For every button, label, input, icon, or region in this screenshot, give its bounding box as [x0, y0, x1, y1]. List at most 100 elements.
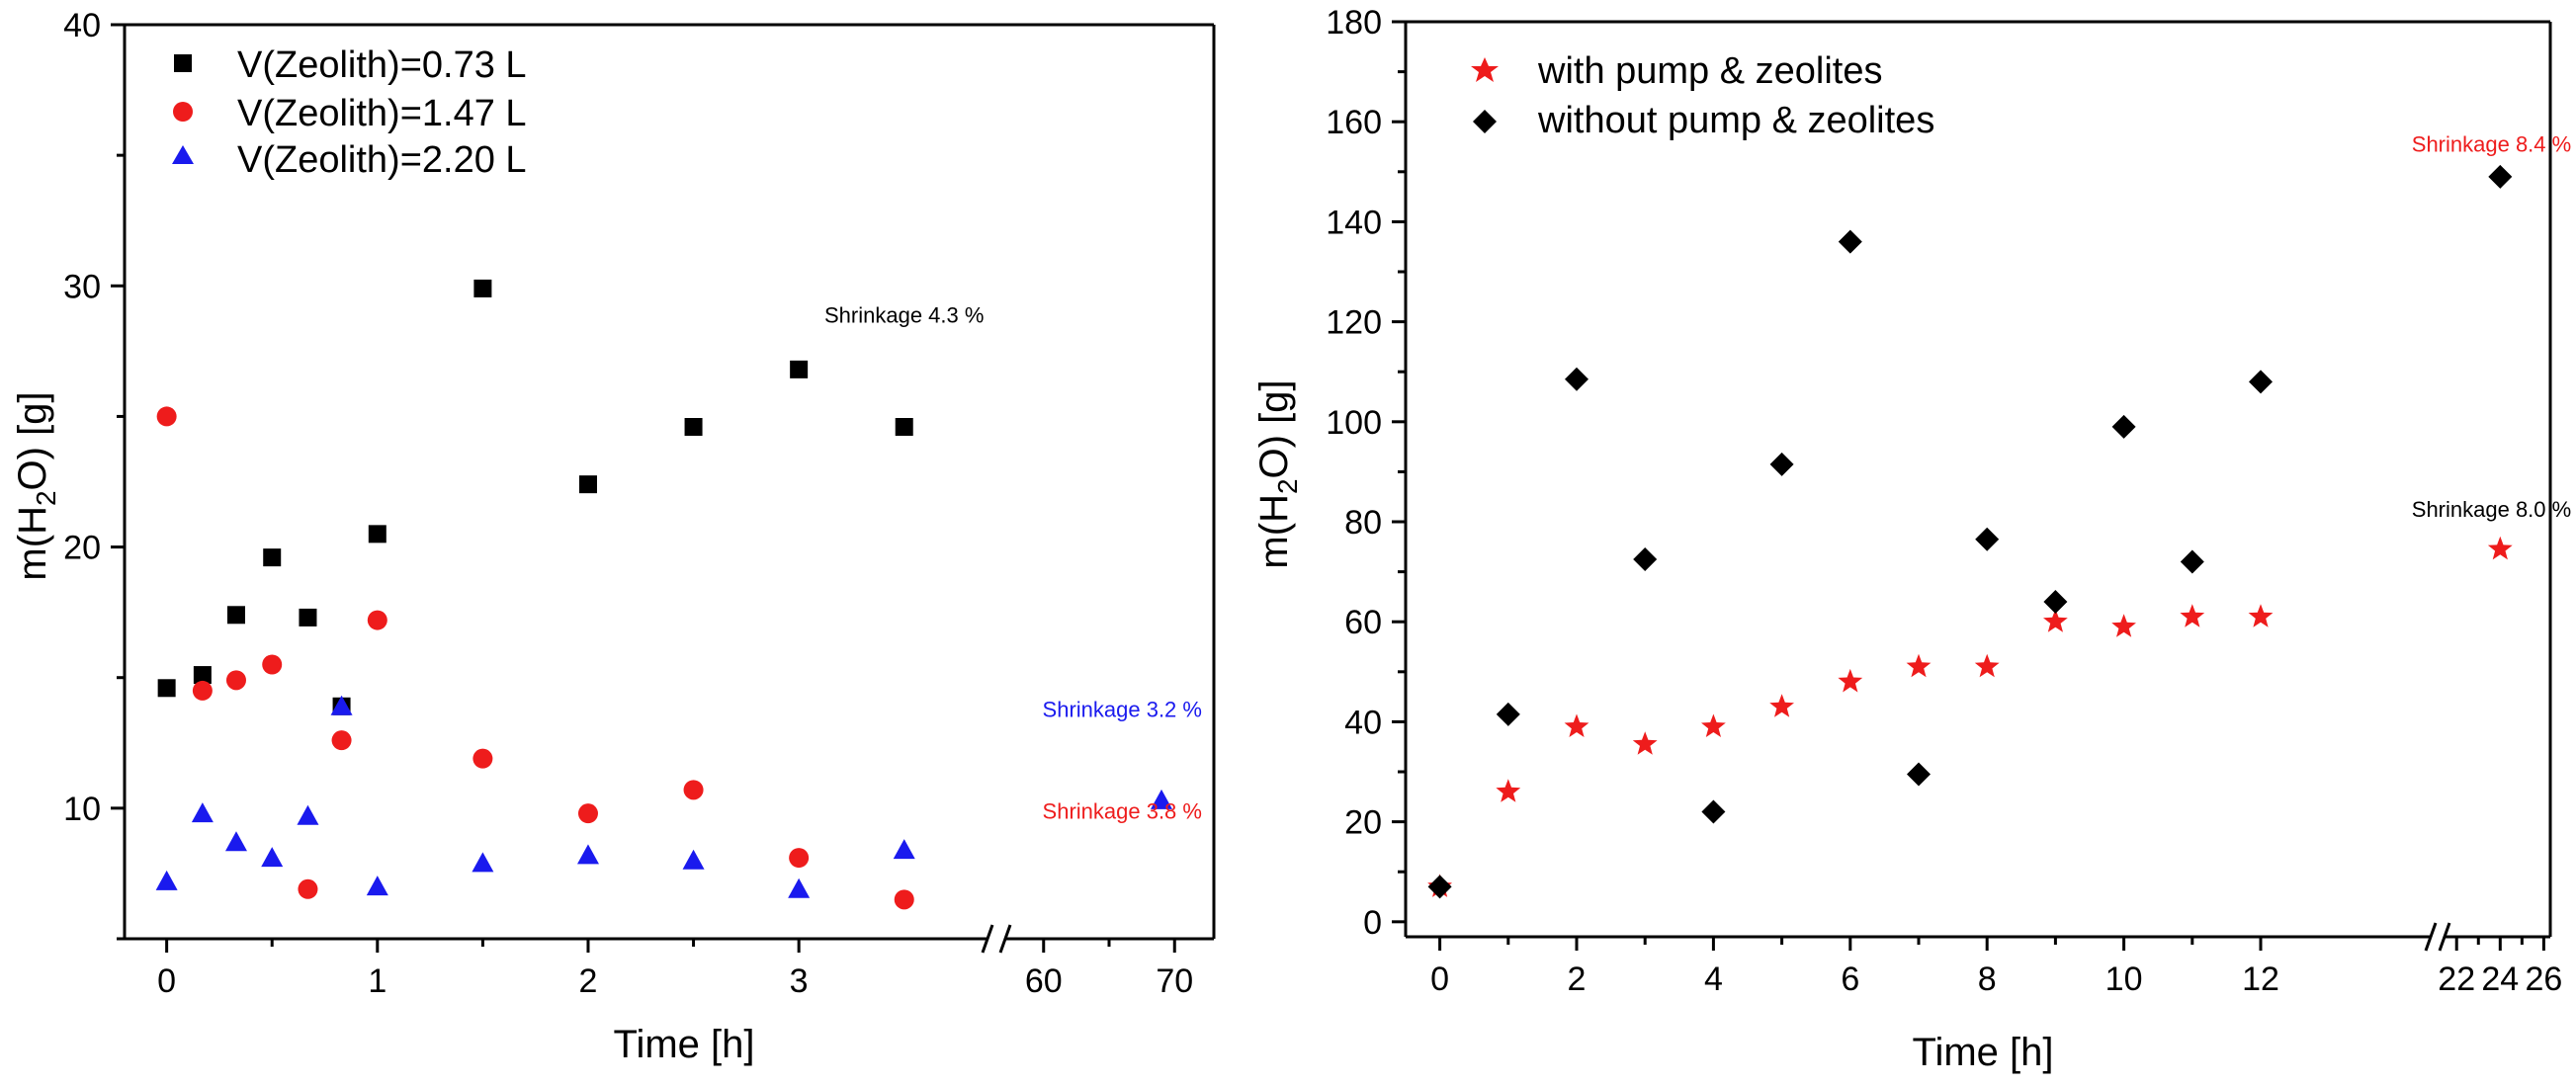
data-point-square — [578, 475, 597, 494]
right-x-tick-label: 22 — [2438, 961, 2475, 998]
left-series-2 — [156, 406, 914, 910]
data-point-circle — [789, 848, 810, 869]
data-point-triangle — [682, 849, 705, 870]
data-point-circle — [894, 889, 914, 910]
legend-marker-square — [174, 54, 192, 72]
data-point-triangle — [366, 876, 388, 896]
data-point-square — [790, 360, 809, 378]
left-y-tick-label: 40 — [63, 7, 101, 44]
right-x-tick-label: 24 — [2481, 961, 2519, 998]
legend-marker-star — [1471, 57, 1499, 82]
left-legend: V(Zeolith)=0.73 L V(Zeolith)=1.47 L V(Ze… — [172, 44, 527, 181]
data-point-square — [473, 279, 492, 297]
data-point-square — [226, 606, 245, 625]
data-point-star — [1564, 713, 1589, 737]
data-point-circle — [683, 780, 704, 800]
data-point-square — [263, 548, 282, 567]
data-point-circle — [192, 680, 213, 701]
right-y-tick-label: 80 — [1344, 504, 1382, 542]
right-x-tick-label: 2 — [1568, 961, 1587, 998]
right-x-tick-label: 6 — [1841, 961, 1859, 998]
data-point-star — [1838, 668, 1863, 693]
data-point-circle — [156, 406, 177, 427]
right-x-tick-label: 12 — [2242, 961, 2279, 998]
data-point-circle — [331, 730, 352, 751]
right-y-axis-title: m(H2O) [g] — [1252, 379, 1303, 568]
data-point-star — [2043, 609, 2068, 632]
left-y-tick-label: 10 — [63, 791, 101, 828]
data-point-square — [193, 666, 212, 685]
left-series-1 — [157, 279, 913, 715]
data-point-star — [2248, 604, 2274, 627]
right-x-tick-label: 26 — [2525, 961, 2562, 998]
data-point-diamond — [1769, 452, 1794, 476]
data-point-diamond — [1701, 799, 1726, 824]
data-point-diamond — [1838, 229, 1862, 254]
right-x-axis-title: Time [h] — [1913, 1031, 2054, 1074]
data-point-diamond — [1633, 546, 1658, 571]
data-point-triangle — [330, 695, 353, 715]
data-point-diamond — [2111, 414, 2136, 439]
left-x-tick-label: 0 — [157, 962, 176, 1000]
right-y-tick-label: 180 — [1326, 4, 1382, 42]
data-point-diamond — [2180, 549, 2204, 574]
data-point-triangle — [1151, 789, 1172, 809]
right-x-tick-label: 0 — [1430, 961, 1449, 998]
right-x-tick-label: 10 — [2105, 961, 2143, 998]
data-point-circle — [262, 654, 283, 675]
legend-label-series-1: V(Zeolith)=0.73 L — [237, 44, 527, 86]
right-x-tick-label: 8 — [1978, 961, 1997, 998]
left-x-tick-label: 2 — [579, 962, 598, 1000]
legend-label-series-3: V(Zeolith)=2.20 L — [237, 139, 527, 181]
right-y-tick-label: 0 — [1363, 904, 1382, 942]
data-point-square — [684, 418, 703, 436]
right-shrinkage-annotation: Shrinkage 8.0 % — [2412, 497, 2571, 522]
data-point-diamond — [1565, 367, 1589, 391]
right-y-tick-label: 120 — [1326, 304, 1382, 342]
data-point-triangle — [261, 847, 284, 868]
data-point-triangle — [472, 852, 494, 873]
data-point-circle — [225, 670, 246, 691]
right-legend: with pump & zeolites without pump & zeol… — [1471, 50, 1934, 141]
right-axis-break-mark — [2424, 922, 2438, 952]
legend-label-series-2: V(Zeolith)=1.47 L — [237, 93, 527, 134]
right-axis-break-mark — [2438, 922, 2451, 952]
left-x-tick-label: 1 — [368, 962, 386, 1000]
left-x-tick-label: 60 — [1025, 962, 1063, 1000]
right-y-tick-label: 100 — [1326, 404, 1382, 442]
legend-label-series-2-right: without pump & zeolites — [1537, 100, 1934, 141]
left-shrinkage-annotation: Shrinkage 3.2 % — [1043, 697, 1202, 721]
data-point-diamond — [1907, 762, 1931, 787]
right-y-tick-label: 20 — [1344, 804, 1382, 842]
left-axis-break-mark — [998, 924, 1012, 954]
data-point-star — [1906, 653, 1932, 678]
right-series-1 — [1427, 536, 2513, 897]
data-point-star — [2487, 536, 2513, 560]
left-x-axis-title: Time [h] — [614, 1023, 755, 1066]
data-point-diamond — [1975, 527, 2000, 551]
right-shrinkage-annotation: Shrinkage 8.4 % — [2412, 132, 2571, 157]
legend-label-series-1-right: with pump & zeolites — [1537, 50, 1883, 92]
data-point-triangle — [224, 831, 247, 852]
data-point-star — [1701, 713, 1726, 737]
data-point-triangle — [191, 802, 214, 823]
right-y-tick-label: 160 — [1326, 104, 1382, 141]
data-point-diamond — [1427, 875, 1452, 899]
data-point-diamond — [2043, 589, 2068, 614]
left-x-tick-label: 3 — [790, 962, 809, 1000]
data-point-circle — [367, 610, 387, 630]
legend-marker-circle — [173, 102, 193, 122]
data-point-triangle — [893, 839, 915, 860]
left-x-tick-label: 70 — [1156, 962, 1193, 1000]
data-point-square — [299, 608, 317, 627]
right-series-2 — [1427, 164, 2513, 899]
left-y-axis-title: m(H2O) [g] — [11, 391, 61, 580]
left-shrinkage-annotation: Shrinkage 3.8 % — [1043, 798, 1202, 823]
data-point-diamond — [2488, 164, 2513, 189]
left-shrinkage-annotation: Shrinkage 4.3 % — [824, 302, 984, 327]
data-point-circle — [472, 748, 493, 769]
data-point-triangle — [155, 870, 178, 890]
